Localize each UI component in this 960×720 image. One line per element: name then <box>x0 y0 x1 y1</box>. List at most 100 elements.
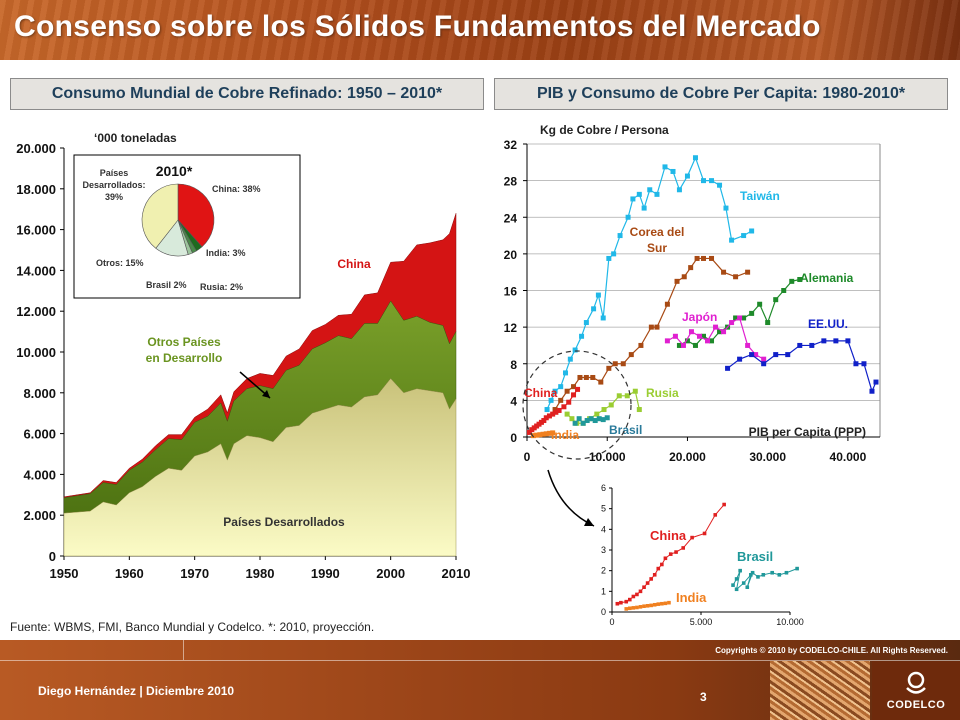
point-alemania <box>789 278 795 284</box>
label-alemania: Alemania <box>800 271 854 285</box>
point-china <box>561 404 567 410</box>
y-tick-label: 6.000 <box>23 427 56 442</box>
point-corea-del-sur <box>564 388 570 394</box>
y-tick-label: 28 <box>504 175 518 189</box>
x-tick-label: 1970 <box>180 566 209 581</box>
inset-point-india <box>660 601 664 606</box>
point-ee-uu- <box>737 356 743 362</box>
inset-y-tick-label: 3 <box>601 545 606 555</box>
point-china <box>566 399 572 405</box>
point-india <box>530 433 536 439</box>
inset-point-china <box>663 556 668 561</box>
y-tick-label: 32 <box>504 138 518 152</box>
y-tick-label: 20 <box>504 248 518 262</box>
point-ee-uu- <box>725 365 731 371</box>
codelco-emblem-icon <box>906 671 926 694</box>
zoom-circle <box>522 350 632 460</box>
inset-label-brasil: Brasil <box>737 549 773 564</box>
inset-point-china <box>668 552 673 556</box>
inset-point-india <box>645 604 650 608</box>
inset-point-brasil <box>795 566 799 571</box>
point-alemania <box>765 320 771 326</box>
point-brasil <box>592 418 598 424</box>
point-brasil <box>600 417 606 423</box>
point-china <box>541 418 547 424</box>
label-india: India <box>551 428 579 442</box>
x-axis-label: PIB per Capita (PPP) <box>749 425 866 439</box>
china-label: China <box>337 257 371 271</box>
point-corea-del-sur <box>664 301 670 307</box>
point-ee-uu- <box>749 352 755 358</box>
point-taiw-n <box>684 173 690 179</box>
y-tick-label: 4 <box>510 394 517 408</box>
inset-point-brasil <box>741 581 746 585</box>
point-jap-n <box>729 320 735 326</box>
point-corea-del-sur <box>558 397 564 403</box>
point-taiw-n <box>641 205 647 211</box>
pie-label-developed-line1: Países <box>100 168 129 178</box>
inset-point-china <box>635 592 639 597</box>
point-brasil <box>596 416 602 422</box>
point-jap-n <box>721 329 727 335</box>
x-tick-label: 0 <box>524 450 531 464</box>
inset-y-tick-label: 6 <box>601 483 606 493</box>
point-taiw-n <box>544 407 550 413</box>
point-taiw-n <box>583 320 589 326</box>
point-taiw-n <box>654 191 660 197</box>
point-china <box>526 429 532 435</box>
point-jap-n <box>680 342 686 348</box>
point-ee-uu- <box>853 361 859 367</box>
point-taiw-n <box>662 164 668 170</box>
inset-point-india <box>638 605 643 609</box>
point-taiw-n <box>552 388 558 394</box>
y-tick-label: 12.000 <box>16 304 56 319</box>
author-date: Diego Hernández | Diciembre 2010 <box>38 684 235 698</box>
pie-label-1: India: 3% <box>206 248 246 258</box>
pie-label-developed-line3: 39% <box>105 192 123 202</box>
x-tick-label: 30.000 <box>749 450 786 464</box>
x-tick-label: 40.000 <box>830 450 867 464</box>
point-jap-n <box>688 329 694 335</box>
pie-label-4: Otros: 15% <box>96 258 144 268</box>
inset-point-china <box>649 577 653 581</box>
point-rusia <box>624 393 630 399</box>
pie-label-0: China: 38% <box>212 184 261 194</box>
point-china <box>543 415 549 421</box>
y-tick-label: 14.000 <box>16 263 56 278</box>
point-ee-uu- <box>785 352 791 358</box>
point-india <box>534 432 540 438</box>
point-ee-uu- <box>809 342 815 348</box>
point-alemania <box>709 338 715 344</box>
point-corea-del-sur <box>628 352 634 358</box>
point-alemania <box>773 297 779 303</box>
inset-point-india <box>631 606 636 610</box>
x-tick-label: 2000 <box>376 566 405 581</box>
inset-label-china: China <box>650 528 687 543</box>
point-china <box>550 411 556 417</box>
point-alemania <box>757 301 763 307</box>
point-corea-del-sur <box>620 361 626 367</box>
point-ee-uu- <box>821 338 827 344</box>
inset-point-india <box>663 601 668 606</box>
x-tick-label: 1980 <box>246 566 275 581</box>
pie-slice-china <box>177 183 215 248</box>
point-corea-del-sur <box>745 269 751 275</box>
scatter-chart: 0 4 8 12 16 20 24 28 32 0 10.000 20.000 30.000 40.000… <box>504 123 881 527</box>
logo-text: CODELCO <box>886 698 946 711</box>
y-tick-label: 16.000 <box>16 223 56 238</box>
inset-point-india <box>649 603 653 608</box>
inset-point-india <box>652 602 657 607</box>
point-alemania <box>741 315 747 321</box>
inset-point-china <box>690 535 694 540</box>
point-taiw-n <box>611 251 617 257</box>
title-band <box>0 0 960 60</box>
inset-point-china <box>656 566 661 571</box>
pie-label-developed-line2: Desarrollados: <box>82 180 145 190</box>
point-corea-del-sur <box>688 265 694 271</box>
inset-x-tick-label: 5.000 <box>690 617 713 627</box>
point-rusia <box>569 416 575 422</box>
slide-title: Consenso sobre los Sólidos Fundamentos d… <box>14 10 821 43</box>
label-ee-uu-: EE.UU. <box>808 317 848 331</box>
point-alemania <box>684 338 690 344</box>
point-taiw-n <box>567 356 573 362</box>
